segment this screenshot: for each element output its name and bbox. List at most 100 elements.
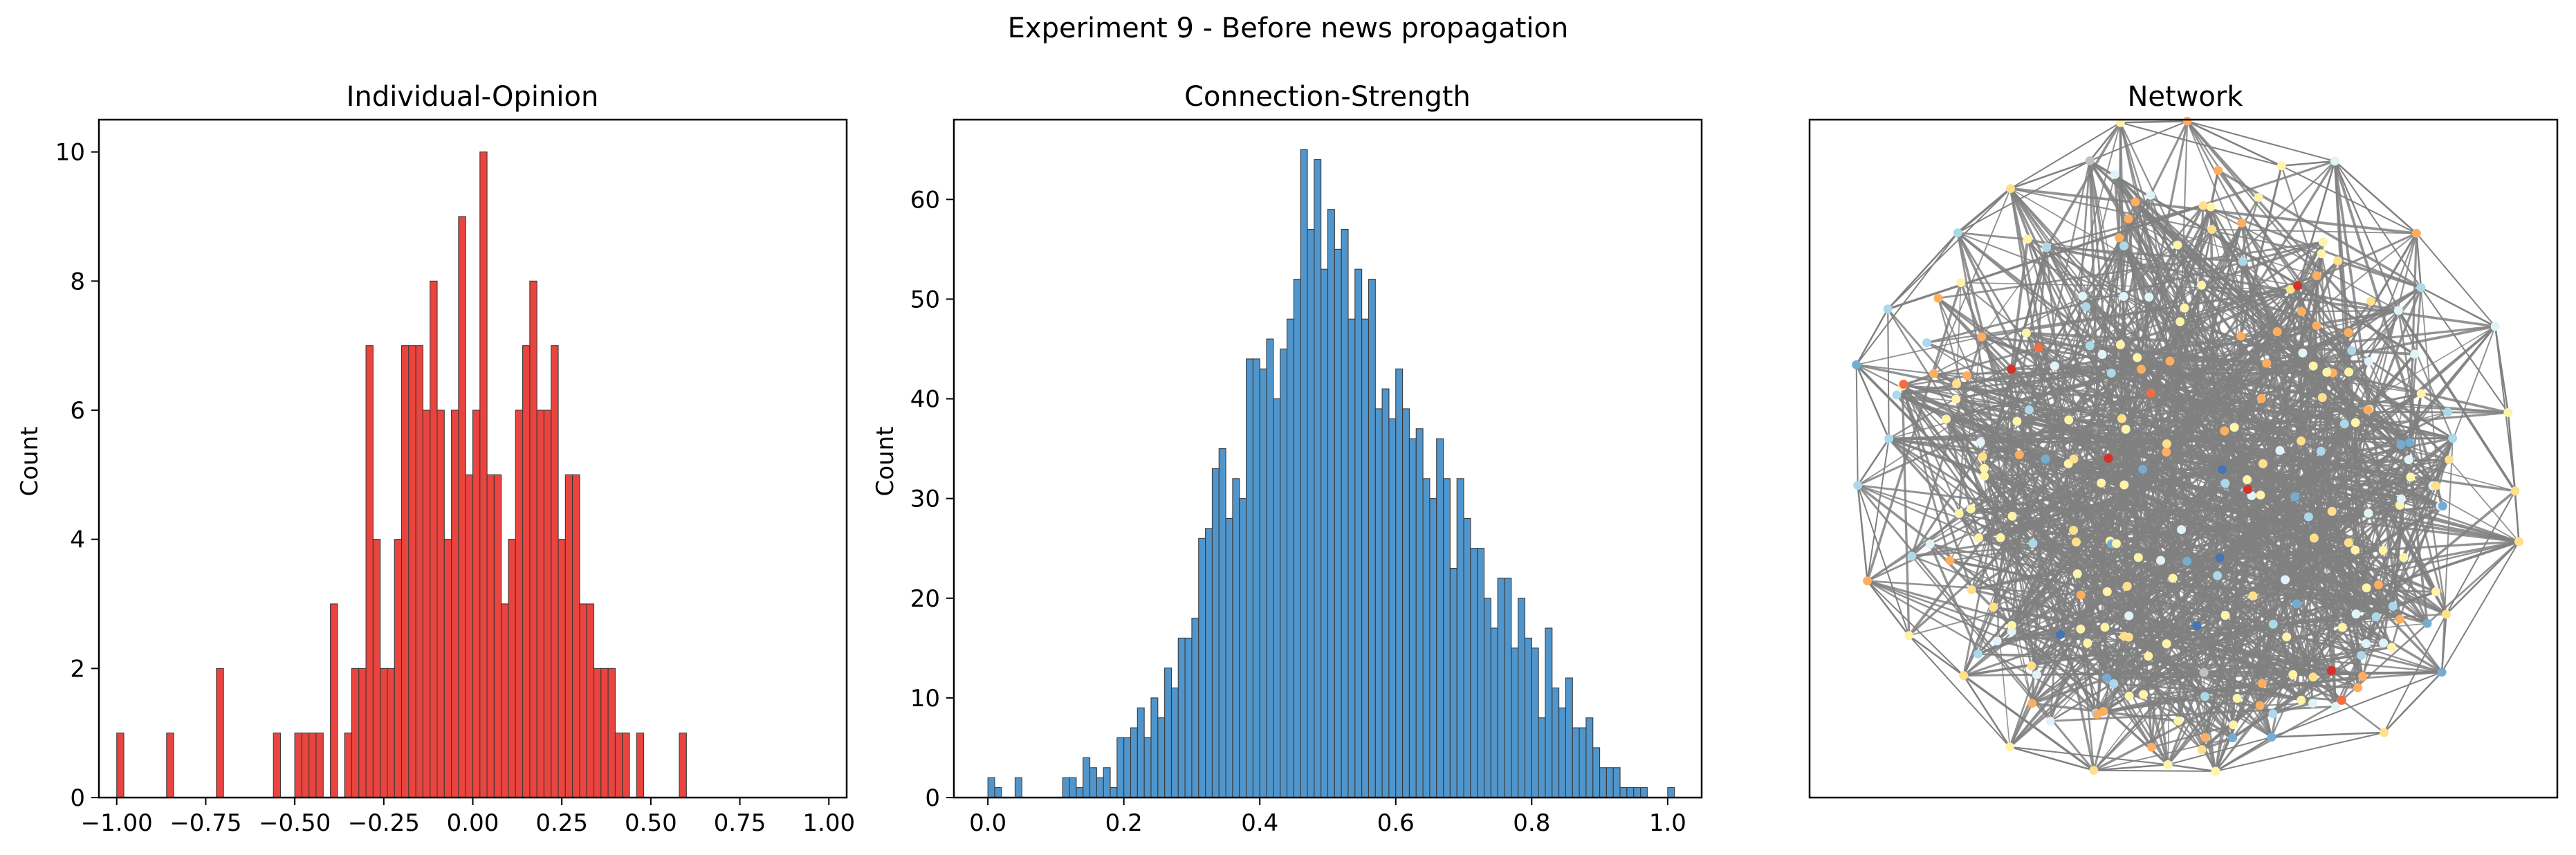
- network-edge: [1887, 232, 1958, 310]
- network-edge: [2088, 160, 2411, 444]
- network-edge: [2281, 165, 2417, 235]
- opinion-bar: [273, 733, 282, 798]
- network-edge: [2354, 422, 2359, 688]
- strength-bar: [1531, 647, 1539, 798]
- network-edge: [1958, 336, 1982, 514]
- network-node: [2214, 165, 2223, 175]
- strength-bar: [1083, 757, 1091, 798]
- network-node: [2327, 506, 2337, 516]
- network-edge: [2261, 253, 2323, 684]
- network-edge: [2281, 160, 2335, 167]
- network-node: [1904, 631, 1914, 641]
- network-edge: [1857, 484, 2349, 544]
- network-node: [2308, 672, 2318, 682]
- network-edge: [2016, 420, 2442, 674]
- strength-ytick-label: 20: [910, 585, 940, 613]
- network-node: [2514, 537, 2523, 546]
- strength-ytick-label: 50: [910, 286, 940, 313]
- network-node: [2173, 240, 2182, 250]
- network-edge: [2186, 120, 2401, 506]
- opinion-bar: [315, 733, 324, 798]
- network-node: [1989, 603, 1998, 612]
- network-node: [2014, 450, 2024, 459]
- network-node: [2285, 284, 2295, 294]
- network-edge: [2088, 122, 2122, 162]
- strength-bar: [1640, 787, 1648, 798]
- network-edge: [1944, 419, 2097, 714]
- network-node: [2347, 346, 2357, 356]
- network-node: [2248, 591, 2258, 601]
- network-node: [2243, 484, 2253, 494]
- network-edge: [2334, 160, 2418, 235]
- network-node: [2006, 184, 2016, 194]
- network-edge: [2106, 590, 2442, 674]
- opinion-bar: [436, 410, 445, 798]
- network-node: [2064, 415, 2074, 425]
- network-node: [1962, 371, 1972, 380]
- network-edge: [2383, 614, 2447, 733]
- network-node: [2405, 438, 2415, 448]
- opinion-bar: [529, 280, 537, 798]
- network-node: [1967, 585, 1976, 595]
- network-node: [2431, 587, 2441, 596]
- strength-bar: [1130, 727, 1138, 798]
- network-node: [1941, 414, 1951, 424]
- network-node: [2228, 733, 2238, 743]
- network-node: [2041, 454, 2050, 464]
- network-node: [2162, 639, 2171, 649]
- strength-bar: [1150, 697, 1159, 798]
- opinion-histogram-bars: [116, 151, 687, 798]
- network-node: [2292, 599, 2301, 609]
- opinion-bar: [465, 474, 474, 798]
- network-edge: [2160, 440, 2302, 561]
- network-node: [2144, 652, 2153, 661]
- network-node: [1979, 463, 1989, 473]
- opinion-bar: [543, 410, 552, 798]
- strength-bar: [1599, 767, 1607, 798]
- network-edge: [1896, 394, 2447, 616]
- network-node: [2317, 249, 2326, 259]
- strength-bar: [1198, 537, 1206, 798]
- strength-bar: [1619, 787, 1628, 798]
- network-node: [1883, 304, 1893, 314]
- strength-bar: [1497, 578, 1505, 798]
- strength-xtick-label: 1.0: [1649, 809, 1686, 837]
- strength-ytick-label: 10: [910, 685, 940, 712]
- network-edge: [1971, 508, 2187, 562]
- network-edge: [2334, 160, 2454, 439]
- network-node: [2411, 228, 2421, 238]
- network-edge: [2010, 160, 2090, 190]
- network-edge: [2123, 245, 2185, 309]
- network-node: [2331, 701, 2341, 711]
- network-node: [2144, 292, 2154, 302]
- strength-xtick-label: 0.0: [969, 809, 1006, 837]
- network-edge: [2011, 360, 2369, 371]
- network-node: [2131, 197, 2140, 207]
- opinion-bar: [508, 539, 516, 798]
- network-edge: [1945, 418, 2273, 738]
- strength-xtick-label: 0.2: [1105, 809, 1143, 837]
- network-edge: [2045, 247, 2377, 618]
- network-node: [2330, 156, 2339, 166]
- strength-bar: [1164, 668, 1172, 798]
- network-node: [1974, 650, 1983, 659]
- network-node: [2358, 672, 2368, 681]
- network-edge: [1957, 232, 2028, 241]
- network-edge: [2261, 398, 2508, 414]
- network-node: [2104, 454, 2113, 463]
- network-edge: [2128, 170, 2219, 616]
- network-node: [2362, 639, 2371, 649]
- opinion-bar: [600, 668, 609, 798]
- network-node: [2133, 553, 2143, 562]
- network-node: [2437, 668, 2447, 677]
- network-node: [2257, 679, 2267, 688]
- opinion-bar: [358, 668, 367, 798]
- network-node: [2109, 679, 2119, 688]
- strength-bar: [1463, 517, 1471, 798]
- network-node: [2254, 193, 2263, 203]
- strength-xtick-label: 0.4: [1241, 809, 1278, 837]
- strength-bar: [1239, 498, 1247, 798]
- network-node: [2298, 348, 2308, 358]
- opinion-xtick-label: 0.25: [535, 809, 588, 837]
- network-node: [2133, 353, 2142, 362]
